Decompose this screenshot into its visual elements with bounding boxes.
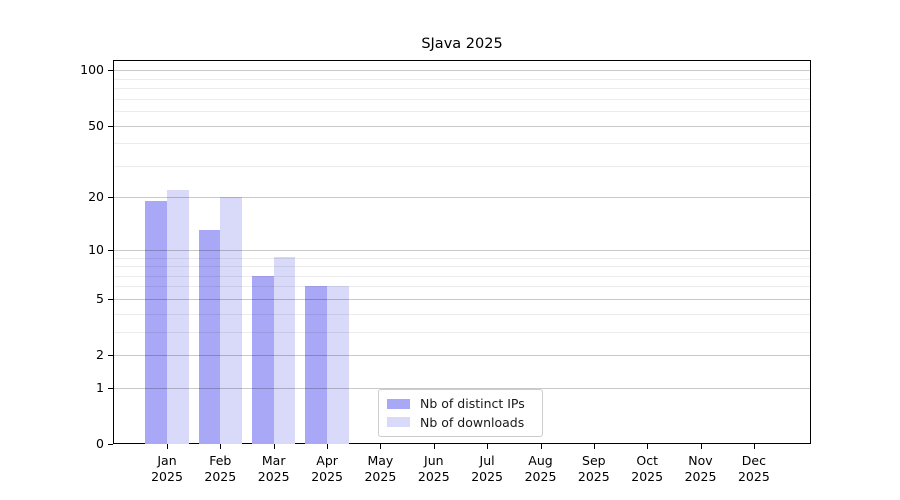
gridline-major-20 [114,197,810,199]
x-tick-label-feb: Feb 2025 [204,453,237,484]
bar-downloads-mar [273,257,296,444]
x-tick-mark-sep [593,444,595,449]
y-tick-mark-50 [108,125,113,127]
x-tick-mark-oct [647,444,649,449]
y-tick-mark-2 [108,355,113,356]
x-tick-label-apr: Apr 2025 [311,453,343,484]
gridline-minor-40 [114,143,810,145]
legend-item-distinct-ips: Nb of distinct IPs [387,396,534,411]
legend-swatch-distinct-ips [387,398,410,409]
y-tick-label-100: 100 [80,62,104,78]
y-tick-mark-0 [108,444,113,445]
bar-distinct-ips-feb [198,230,221,444]
gridline-major-50 [114,125,810,127]
x-tick-label-mar: Mar 2025 [257,453,290,484]
gridline-minor-6 [114,286,810,288]
chart-title: SJava 2025 [421,36,503,52]
x-tick-label-sep: Sep 2025 [577,453,610,484]
gridline-major-100 [114,70,810,72]
bar-downloads-jan [167,189,189,444]
gridline-minor-9 [114,257,810,259]
x-tick-mark-may [380,444,382,449]
y-tick-label-50: 50 [88,117,104,133]
bar-distinct-ips-jan [145,201,167,444]
legend: Nb of distinct IPs Nb of downloads [378,389,543,437]
x-tick-mark-mar [273,444,275,449]
gridline-minor-90 [114,78,810,80]
x-tick-label-oct: Oct 2025 [631,453,664,484]
x-tick-label-aug: Aug 2025 [524,453,557,484]
gridline-minor-3 [114,331,810,333]
y-tick-label-10: 10 [88,241,104,257]
x-tick-mark-feb [220,444,222,449]
gridline-minor-60 [114,110,810,112]
plot-area [114,61,810,444]
bar-distinct-ips-apr [305,286,328,444]
x-tick-mark-jan [167,444,168,449]
x-tick-mark-aug [540,444,542,449]
x-tick-label-may: May 2025 [364,453,397,484]
bar-downloads-feb [220,197,243,444]
x-tick-label-jul: Jul 2025 [471,453,503,484]
bar-distinct-ips-mar [251,275,274,444]
gridline-minor-7 [114,275,810,277]
y-tick-label-2: 2 [96,347,104,362]
y-tick-mark-10 [108,249,113,251]
legend-label-downloads: Nb of downloads [420,414,525,430]
y-tick-label-20: 20 [88,189,104,205]
y-tick-mark-100 [108,70,113,72]
y-tick-mark-1 [108,387,113,389]
gridline-minor-80 [114,88,810,89]
legend-item-downloads: Nb of downloads [387,415,534,430]
x-tick-mark-dec [753,444,755,449]
y-tick-mark-20 [108,197,113,199]
x-tick-mark-jul [487,444,489,449]
gridline-major-2 [114,355,810,356]
gridline-minor-8 [114,266,810,267]
x-tick-mark-apr [327,444,329,449]
legend-label-distinct-ips: Nb of distinct IPs [420,396,525,412]
x-tick-label-nov: Nov 2025 [684,453,717,484]
x-tick-mark-nov [700,444,702,449]
x-tick-mark-jun [433,444,435,449]
y-tick-mark-5 [108,298,113,300]
gridline-minor-4 [114,313,810,315]
gridline-major-5 [114,298,810,300]
y-tick-label-1: 1 [96,379,104,395]
x-tick-label-dec: Dec 2025 [737,453,770,484]
bar-downloads-apr [327,286,349,444]
gridline-minor-30 [114,165,810,167]
gridline-major-1 [114,387,810,389]
y-tick-label-5: 5 [96,290,104,306]
x-tick-label-jan: Jan 2025 [151,453,183,484]
gridline-minor-70 [114,98,810,100]
y-tick-label-0: 0 [96,436,104,451]
gridline-major-10 [114,249,810,251]
legend-swatch-downloads [387,417,410,428]
x-tick-label-jun: Jun 2025 [417,453,450,484]
